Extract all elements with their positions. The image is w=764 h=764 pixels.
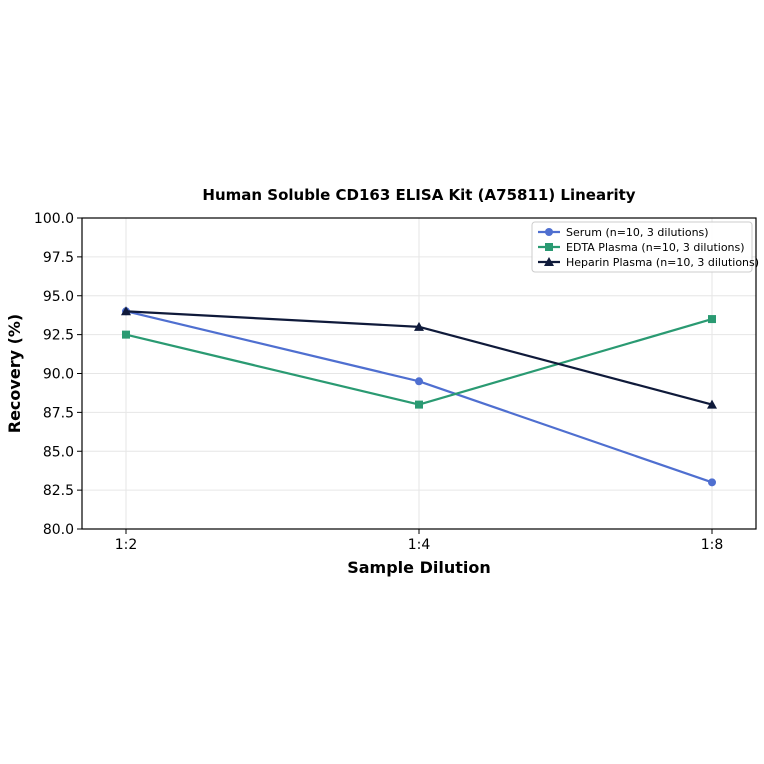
series-3	[121, 306, 717, 409]
data-point	[414, 321, 424, 331]
y-tick-label: 100.0	[34, 211, 74, 227]
legend-marker	[545, 228, 553, 236]
y-tick-label: 82.5	[43, 483, 74, 499]
y-tick-label: 80.0	[43, 522, 74, 538]
data-point	[708, 478, 716, 487]
chart-title: Human Soluble CD163 ELISA Kit (A75811) L…	[202, 186, 635, 204]
y-tick-label: 92.5	[43, 328, 74, 344]
data-point	[121, 306, 131, 316]
y-tick-label: 85.0	[43, 444, 74, 460]
legend-label: EDTA Plasma (n=10, 3 dilutions)	[566, 241, 745, 254]
data-point	[708, 315, 716, 324]
y-axis-label: Recovery (%)	[5, 314, 24, 433]
x-tick-label: 1:2	[115, 537, 138, 553]
legend-label: Heparin Plasma (n=10, 3 dilutions)	[566, 256, 759, 269]
y-tick-label: 87.5	[43, 405, 74, 421]
legend-marker	[544, 257, 554, 266]
data-point	[122, 330, 130, 339]
legend-label: Serum (n=10, 3 dilutions)	[566, 226, 709, 239]
legend-box	[531, 221, 753, 273]
series-2	[122, 315, 716, 409]
legend: Serum (n=10, 3 dilutions) EDTA Plasma (n=…	[531, 221, 759, 273]
y-tick-label: 90.0	[43, 367, 74, 383]
data-point	[415, 400, 423, 409]
data-point	[707, 399, 717, 409]
x-tick-label: 1:4	[408, 537, 431, 553]
y-tick-label: 95.0	[43, 289, 74, 305]
x-tick-label: 1:8	[701, 537, 724, 553]
x-axis-label: Sample Dilution	[347, 558, 491, 577]
series-layer	[121, 306, 717, 487]
y-tick-label: 97.5	[43, 250, 74, 266]
data-point	[415, 377, 423, 386]
legend-marker	[545, 243, 553, 251]
axis-ticks: 80.0 82.5 85.0 87.5 90.0 92.5 95.0 97.5 100.0 1:2…	[34, 211, 723, 553]
